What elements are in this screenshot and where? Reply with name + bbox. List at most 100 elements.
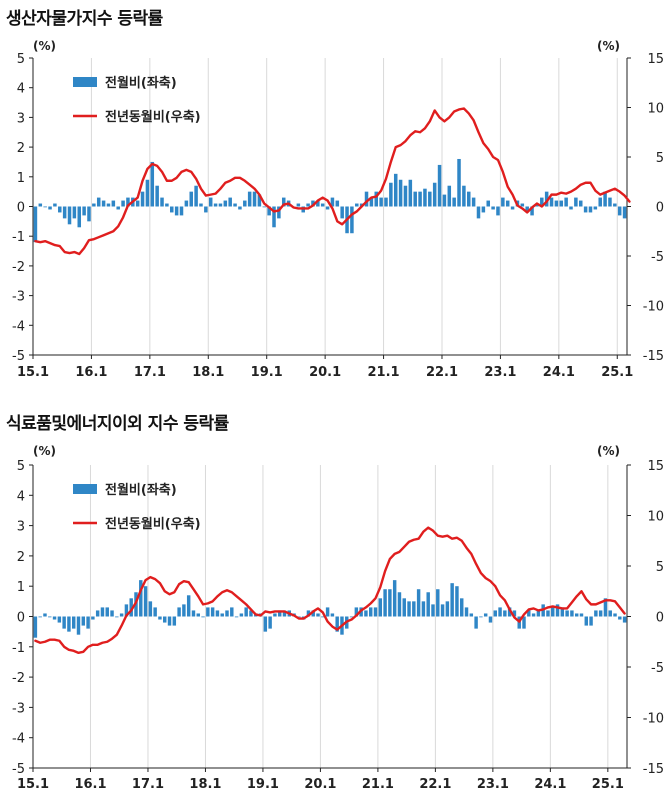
bar [574,613,579,617]
bar [33,206,38,243]
left-tick-label: 1 [17,171,25,186]
bar [452,197,456,207]
bar [58,206,62,213]
bar [38,616,42,618]
bar [124,604,129,617]
series-line-yoy [34,107,631,256]
legend-label-mom: 전월비(좌축) [105,75,177,91]
legend-swatch-mom [73,484,97,494]
bar [201,616,205,618]
bar [81,616,86,626]
bar [320,203,325,207]
bar [368,607,373,617]
left-tick-label: -5 [12,762,25,777]
bar [540,197,544,207]
bar [460,598,464,617]
bar [95,610,100,617]
bar [589,616,593,626]
bar [208,197,213,207]
bar [135,200,140,207]
bar [87,206,91,222]
bar [574,197,578,207]
bar [364,610,368,617]
bar [158,616,162,620]
x-tick-label: 23.1 [484,365,516,380]
bar [393,173,398,207]
bar [174,206,179,216]
bar [383,589,387,617]
bar [119,613,124,617]
bar [316,613,320,617]
right-tick-label: 5 [656,151,664,166]
bar [428,191,432,207]
bar [263,616,268,632]
bar [479,616,483,618]
bar [126,197,130,207]
x-tick-label: 18.1 [189,777,221,792]
bar [364,191,369,207]
bar [450,583,454,617]
bar [402,598,406,617]
left-tick-label: -3 [12,290,25,305]
bar [96,197,101,207]
bar [349,616,354,618]
bar [462,185,466,207]
bar [76,616,81,635]
bar [570,610,574,617]
bar [474,616,478,629]
bar [311,610,315,617]
bar [143,586,148,617]
right-unit-label: (%) [597,444,620,458]
bar [330,613,335,617]
bar [179,206,184,216]
bar [379,197,383,207]
bar [43,206,47,208]
left-tick-label: -4 [12,732,25,747]
bar [354,607,359,617]
bar [110,610,114,617]
bar [374,191,379,207]
chart-title: 생산자물가지수 등락률 [6,9,163,29]
bar [52,616,57,620]
bar [455,586,459,617]
bar [215,610,220,617]
bar [268,616,272,629]
left-unit-label: (%) [33,39,56,53]
bar [471,197,476,207]
bar [565,610,569,617]
bar [38,203,43,207]
x-tick-label: 15.1 [17,777,49,792]
bar [560,607,565,617]
bar [330,197,335,207]
bar [281,197,286,207]
bar [194,185,198,207]
bar [431,604,435,617]
right-tick-label: -10 [643,300,664,315]
right-tick-label: 15 [647,52,664,67]
bar [423,188,427,207]
bar [483,613,488,617]
bar [476,206,481,219]
bar [82,206,86,216]
bar [234,616,239,618]
bar [297,616,301,618]
bar [252,191,257,207]
right-unit-label: (%) [597,39,620,53]
bar [167,616,172,626]
bar [389,182,393,207]
bar [622,206,627,219]
bar [350,206,354,234]
bar [579,613,584,617]
bar [392,580,397,617]
bar [603,191,607,207]
bar [67,616,71,632]
x-tick-label: 19.1 [251,365,283,380]
bar [139,580,143,617]
bar [530,206,534,216]
bar [622,616,627,623]
bar [578,200,583,207]
x-tick-label: 17.1 [134,365,166,380]
bar [148,601,153,617]
bar [522,616,526,629]
right-tick-label: 0 [656,611,664,626]
